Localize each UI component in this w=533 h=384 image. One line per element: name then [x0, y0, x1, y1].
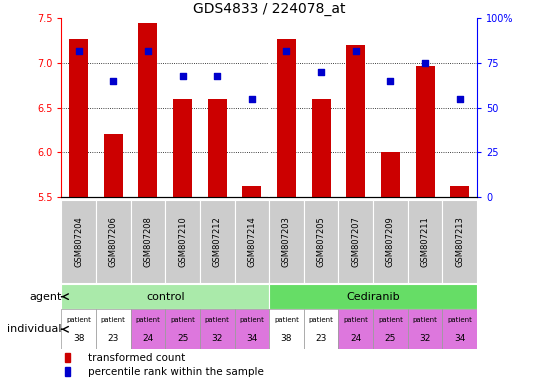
Point [421, 60, 429, 66]
Point [386, 78, 394, 84]
Text: patient: patient [378, 318, 403, 323]
Bar [131, 200, 165, 283]
Bar [173, 99, 192, 197]
Text: patient: patient [239, 318, 264, 323]
Bar [96, 200, 131, 283]
Text: patient: patient [413, 318, 438, 323]
Bar [61, 309, 96, 349]
Bar [442, 200, 477, 283]
Bar [61, 200, 96, 283]
Title: GDS4833 / 224078_at: GDS4833 / 224078_at [193, 2, 345, 16]
Bar [269, 200, 304, 283]
Text: GSM807207: GSM807207 [351, 216, 360, 267]
Text: GSM807214: GSM807214 [247, 216, 256, 267]
Text: GSM807203: GSM807203 [282, 216, 291, 267]
Bar [373, 200, 408, 283]
Text: 34: 34 [246, 334, 257, 343]
Point [144, 48, 152, 54]
Text: GSM807209: GSM807209 [386, 216, 395, 267]
Bar [66, 367, 70, 376]
Bar [139, 23, 157, 197]
Text: patient: patient [274, 318, 299, 323]
Text: 24: 24 [142, 334, 154, 343]
Bar [200, 309, 235, 349]
Text: 25: 25 [385, 334, 396, 343]
Text: 23: 23 [108, 334, 119, 343]
Text: 32: 32 [419, 334, 431, 343]
Bar [96, 309, 131, 349]
Bar [450, 186, 469, 197]
Point [109, 78, 117, 84]
Bar [66, 353, 70, 362]
Bar [338, 309, 373, 349]
Point [282, 48, 290, 54]
Text: 25: 25 [177, 334, 188, 343]
Bar [346, 45, 365, 197]
Bar [269, 284, 477, 309]
Text: patient: patient [135, 318, 160, 323]
Text: patient: patient [101, 318, 126, 323]
Bar [208, 99, 227, 197]
Text: GSM807211: GSM807211 [421, 216, 430, 267]
Text: individual: individual [7, 324, 62, 334]
Text: GSM807205: GSM807205 [317, 216, 326, 267]
Bar [338, 200, 373, 283]
Bar [69, 39, 88, 197]
Point [178, 73, 187, 79]
Text: GSM807206: GSM807206 [109, 216, 118, 267]
Point [317, 69, 325, 75]
Bar [416, 66, 434, 197]
Bar [269, 309, 304, 349]
Text: agent: agent [29, 291, 62, 302]
Text: patient: patient [447, 318, 472, 323]
Text: GSM807210: GSM807210 [178, 216, 187, 267]
Bar [408, 200, 442, 283]
Bar [165, 200, 200, 283]
Text: patient: patient [205, 318, 230, 323]
Bar [165, 309, 200, 349]
Bar [131, 309, 165, 349]
Bar [304, 200, 338, 283]
Point [247, 96, 256, 102]
Text: percentile rank within the sample: percentile rank within the sample [88, 367, 264, 377]
Bar [235, 200, 269, 283]
Text: patient: patient [170, 318, 195, 323]
Text: GSM807212: GSM807212 [213, 216, 222, 267]
Bar [408, 309, 442, 349]
Text: patient: patient [309, 318, 334, 323]
Point [455, 96, 464, 102]
Bar [235, 309, 269, 349]
Text: 24: 24 [350, 334, 361, 343]
Bar [61, 284, 269, 309]
Bar [104, 134, 123, 197]
Bar [381, 152, 400, 197]
Text: transformed count: transformed count [88, 353, 185, 363]
Bar [312, 99, 330, 197]
Bar [442, 309, 477, 349]
Text: 32: 32 [212, 334, 223, 343]
Bar [200, 200, 235, 283]
Point [352, 48, 360, 54]
Text: 34: 34 [454, 334, 465, 343]
Point [213, 73, 222, 79]
Text: 38: 38 [73, 334, 84, 343]
Bar [277, 39, 296, 197]
Text: 23: 23 [316, 334, 327, 343]
Bar [243, 186, 261, 197]
Text: Cediranib: Cediranib [346, 291, 400, 302]
Bar [373, 309, 408, 349]
Point [75, 48, 83, 54]
Text: GSM807204: GSM807204 [74, 216, 83, 267]
Bar [304, 309, 338, 349]
Text: patient: patient [66, 318, 91, 323]
Text: patient: patient [343, 318, 368, 323]
Text: GSM807208: GSM807208 [143, 216, 152, 267]
Text: GSM807213: GSM807213 [455, 216, 464, 267]
Text: 38: 38 [281, 334, 292, 343]
Text: control: control [146, 291, 184, 302]
